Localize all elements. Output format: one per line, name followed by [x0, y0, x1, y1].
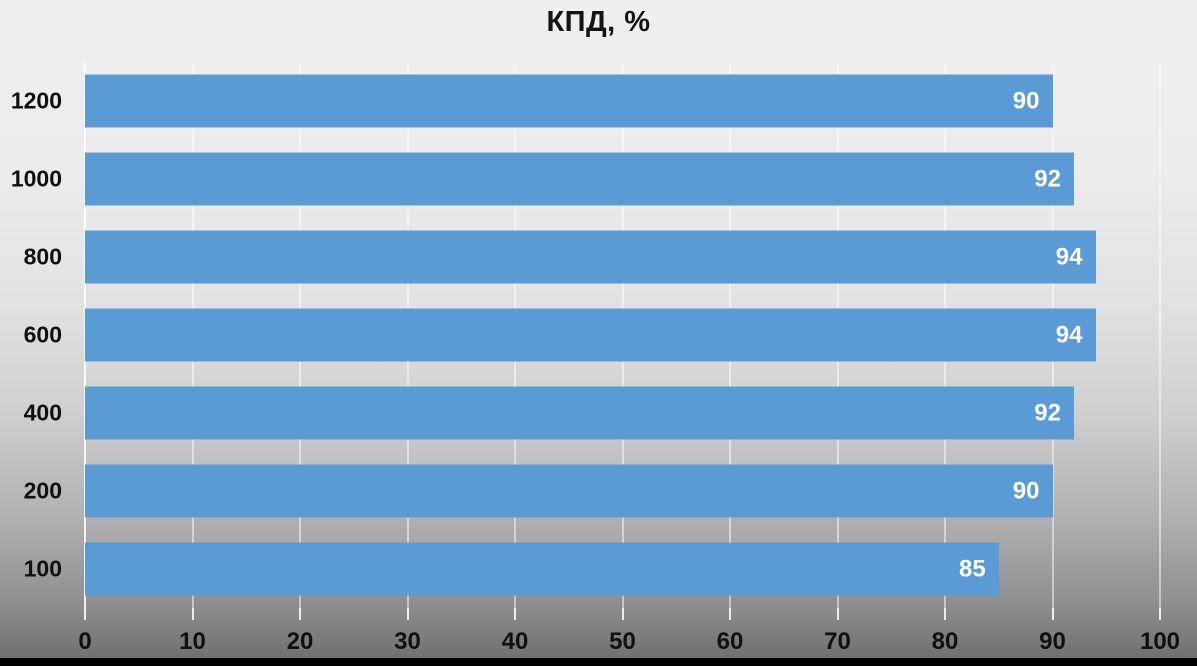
bar-row: 1000 92	[11, 140, 1160, 218]
bar-row: 600 94	[24, 296, 1160, 374]
x-axis-tick	[836, 608, 839, 620]
x-axis-tick-label: 10	[179, 628, 206, 655]
category-label: 1000	[10, 165, 62, 192]
x-axis-tick-label: 50	[609, 628, 636, 655]
bar-row: 200 90	[24, 452, 1160, 530]
category-label: 400	[23, 399, 62, 426]
bar: 94	[85, 308, 1096, 362]
bar: 92	[85, 152, 1074, 206]
plot-area: 1200 90 1000 92 800 94 600 94 400 92 200 90 100 85 0 1…	[11, 62, 1180, 655]
bottom-edge-strip	[0, 658, 1197, 666]
x-axis-tick-label: 0	[78, 628, 92, 655]
gridline	[1159, 62, 1161, 608]
x-axis-tick	[1159, 608, 1161, 620]
bar-value-label: 90	[1012, 87, 1040, 114]
x-axis-tick-label: 100	[1139, 628, 1181, 655]
x-axis-tick-label: 30	[394, 628, 421, 655]
chart-title: КПД, %	[546, 6, 651, 38]
x-axis-tick-label: 20	[286, 628, 314, 655]
category-label: 1200	[10, 87, 62, 114]
bar-row: 100 85	[24, 530, 1160, 608]
bar-value-label: 92	[1034, 165, 1061, 192]
bar-value-label: 92	[1034, 399, 1061, 426]
bar-row: 800 94	[24, 218, 1160, 296]
x-axis-tick-label: 80	[931, 628, 959, 655]
bar-row: 1200 90	[11, 62, 1160, 140]
bar: 85	[85, 542, 999, 596]
x-axis-tick	[191, 608, 194, 620]
bar-rows: 1200 90 1000 92 800 94 600 94 400 92 200 90 100 85	[11, 62, 1160, 608]
x-axis-tick-label: 60	[716, 628, 744, 655]
category-label: 200	[23, 477, 62, 504]
bar: 92	[85, 386, 1074, 440]
bar-row: 400 92	[24, 374, 1160, 452]
x-axis-tick	[406, 608, 409, 620]
category-label: 600	[23, 321, 62, 348]
x-axis-tick	[944, 608, 946, 620]
bar: 94	[85, 230, 1096, 284]
x-axis-tick	[299, 608, 301, 620]
x-axis-tick	[514, 608, 516, 620]
bar-value-label: 94	[1055, 243, 1083, 270]
x-axis-tick	[1051, 608, 1054, 620]
bar: 90	[85, 74, 1053, 128]
x-axis-tick-label: 40	[501, 628, 529, 655]
bar-value-label: 90	[1012, 477, 1040, 504]
x-axis-tick	[84, 608, 86, 620]
x-axis-tick-label: 70	[824, 628, 851, 655]
bar: 90	[85, 464, 1053, 518]
category-label: 100	[23, 555, 62, 582]
x-axis-tick	[621, 608, 624, 620]
x-axis-tick	[729, 608, 731, 620]
bar-value-label: 94	[1055, 321, 1083, 348]
x-axis-tick-label: 90	[1039, 628, 1066, 655]
bar-value-label: 85	[959, 555, 986, 582]
category-label: 800	[23, 243, 62, 270]
